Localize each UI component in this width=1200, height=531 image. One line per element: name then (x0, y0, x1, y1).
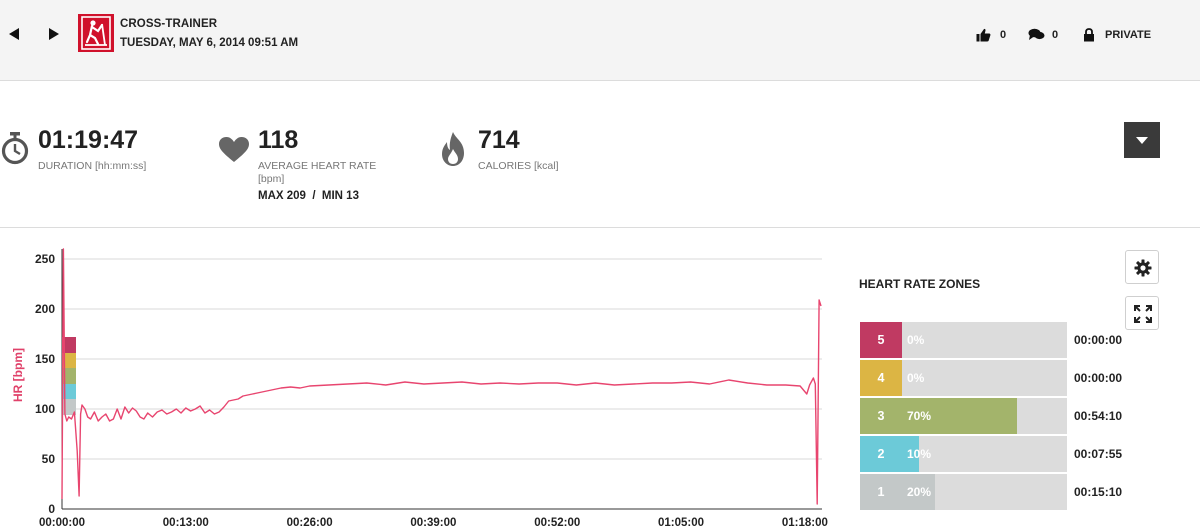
workout-datetime: TUESDAY, MAY 6, 2014 09:51 AM (120, 37, 299, 49)
arrow-left-icon (9, 28, 19, 40)
duration-value: 01:19:47 (38, 126, 139, 154)
expand-details-button[interactable] (1124, 122, 1160, 158)
x-tick-label: 00:39:00 (410, 517, 456, 529)
privacy-label: PRIVATE (1105, 29, 1152, 41)
previous-workout-button[interactable] (8, 27, 22, 41)
workout-header: CROSS-TRAINER TUESDAY, MAY 6, 2014 09:51… (0, 0, 1200, 81)
zone-number: 4 (860, 360, 902, 396)
comment-icon (1028, 28, 1045, 40)
cross-trainer-icon (78, 14, 114, 52)
zone-row-2: 2 10% (860, 436, 1067, 472)
zone-percent: 0% (907, 371, 925, 385)
zone4-band (62, 353, 76, 368)
x-tick-label: 00:00:00 (39, 517, 85, 529)
max-min-heart-rate: MAX 209 / MIN 13 (258, 190, 359, 202)
heart-rate-chart: 0 50 100 150 200 250 00:00:00 00:13:00 00:26:00… (11, 248, 828, 529)
avg-heart-rate-value: 118 (258, 126, 299, 154)
y-axis-label: HR [bpm] (11, 348, 25, 402)
zone-number: 3 (860, 398, 902, 434)
avg-heart-rate-unit: [bpm] (258, 173, 285, 185)
zone-number: 5 (860, 322, 902, 358)
calories-label: CALORIES [kcal] (478, 160, 559, 172)
thumbs-up-icon (976, 28, 991, 42)
workout-summary: 01:19:47 DURATION [hh:mm:ss] 118 AVERAGE… (0, 81, 1200, 228)
like-button[interactable]: 0 (976, 28, 1010, 44)
zone-row-5: 5 0% (860, 322, 1067, 358)
zone-percent: 10% (907, 447, 932, 461)
zone-number: 1 (860, 474, 902, 510)
fullscreen-icon (1134, 305, 1152, 323)
zone-percent: 20% (907, 485, 932, 499)
zone-row-3: 3 70% (860, 398, 1067, 434)
zone-bar-fill (902, 436, 919, 472)
fullscreen-button[interactable] (1125, 296, 1159, 330)
zone5-band (62, 337, 76, 353)
zone-time: 00:07:55 (1074, 447, 1123, 461)
y-tick-label: 50 (42, 452, 56, 466)
privacy-setting[interactable]: PRIVATE (1083, 28, 1155, 44)
zone-number: 2 (860, 436, 902, 472)
zone3-band (62, 368, 76, 384)
x-tick-label: 00:13:00 (163, 517, 209, 529)
x-tick-label: 00:26:00 (287, 517, 333, 529)
zone-time: 00:54:10 (1074, 409, 1123, 423)
heart-rate-series-line (61, 248, 822, 505)
chart-settings-button[interactable] (1125, 250, 1159, 284)
stopwatch-icon (1, 132, 29, 165)
x-tick-label: 00:52:00 (534, 517, 580, 529)
zone-time: 00:15:10 (1074, 485, 1123, 499)
zone-row-1: 1 20% (860, 474, 1067, 510)
calories-value: 714 (478, 126, 520, 154)
zone-bar-fill (902, 474, 935, 510)
zone-bar-fill (902, 398, 1017, 434)
arrow-right-icon (49, 28, 59, 40)
heart-icon (219, 137, 249, 162)
heart-rate-zones-title: HEART RATE ZONES (859, 277, 981, 291)
comments-count: 0 (1052, 29, 1059, 41)
zone-time: 00:00:00 (1074, 371, 1123, 385)
comments-button[interactable]: 0 (1028, 28, 1062, 44)
x-tick-label: 01:18:00 (782, 517, 828, 529)
lock-icon (1084, 28, 1094, 42)
y-tick-label: 200 (35, 302, 55, 316)
sport-name: CROSS-TRAINER (120, 18, 218, 30)
gear-icon (1134, 259, 1152, 277)
zone-row-4: 4 0% (860, 360, 1067, 396)
y-tick-label: 100 (35, 402, 55, 416)
y-tick-label: 250 (35, 252, 55, 266)
next-workout-button[interactable] (48, 27, 62, 41)
zone-time: 00:00:00 (1074, 333, 1123, 347)
zone-percent: 70% (907, 409, 932, 423)
x-tick-label: 01:05:00 (658, 517, 704, 529)
avg-heart-rate-label: AVERAGE HEART RATE (258, 160, 377, 172)
flame-icon (442, 132, 464, 166)
y-tick-label: 0 (48, 502, 55, 516)
zone2-band (62, 384, 76, 399)
caret-down-icon (1136, 137, 1148, 144)
y-tick-label: 150 (35, 352, 55, 366)
zone-percent: 0% (907, 333, 925, 347)
likes-count: 0 (1000, 29, 1007, 41)
duration-label: DURATION [hh:mm:ss] (38, 160, 147, 172)
